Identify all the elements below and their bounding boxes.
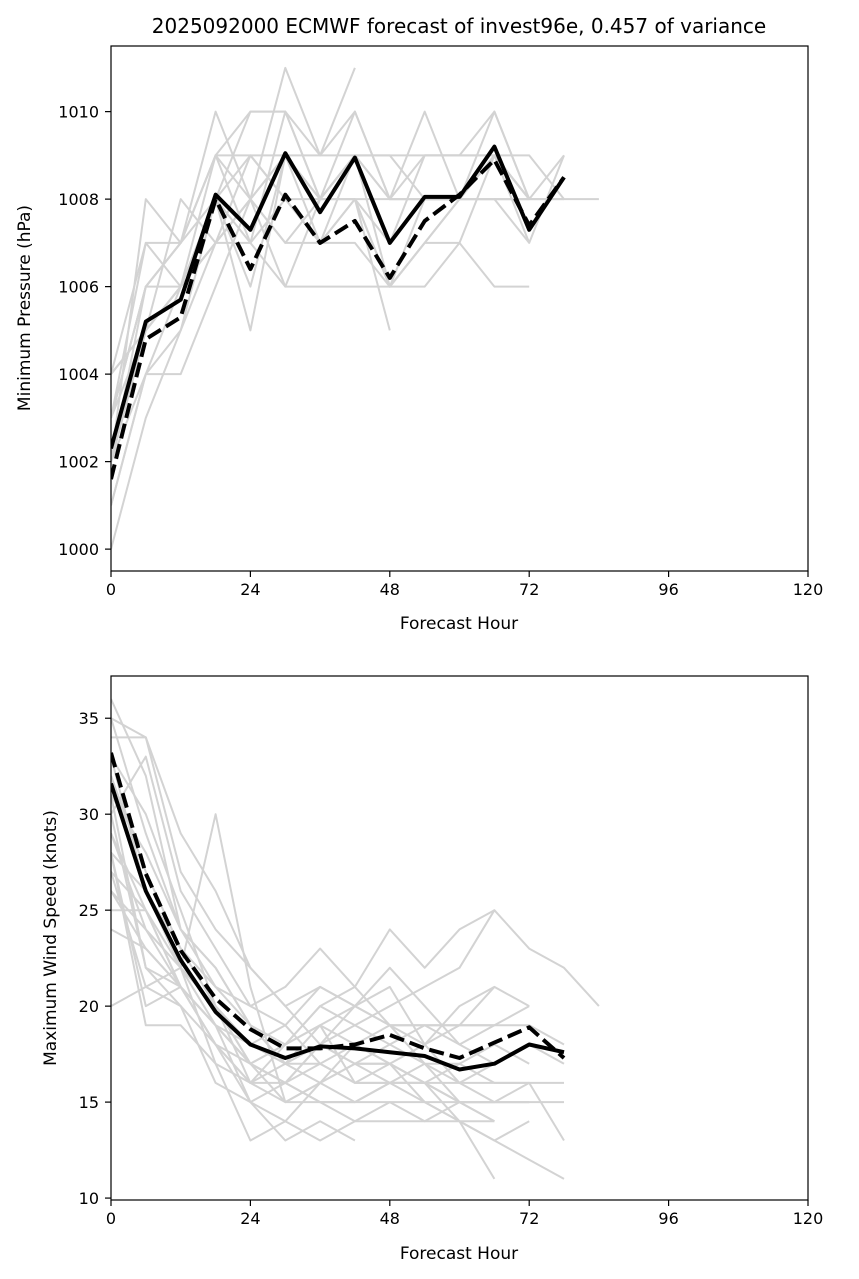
pressure-ensemble-member-line bbox=[111, 154, 530, 375]
wind-x-tick-label: 0 bbox=[106, 1209, 116, 1228]
wind-ensemble-member-line bbox=[111, 794, 495, 1084]
pressure-solid-mean-line bbox=[111, 144, 566, 450]
pressure-x-tick-label: 120 bbox=[793, 580, 824, 599]
wind-ensemble-member-line bbox=[111, 756, 530, 1046]
pressure-y-tick-label: 1006 bbox=[58, 278, 99, 297]
wind-y-axis-label: Maximum Wind Speed (knots) bbox=[41, 810, 61, 1066]
pressure-y-axis-label: Minimum Pressure (hPa) bbox=[15, 205, 35, 411]
wind-ensemble-member-line bbox=[111, 717, 565, 1065]
wind-x-axis-label: Forecast Hour bbox=[400, 1244, 518, 1264]
pressure-y-tick-label: 1004 bbox=[58, 365, 99, 384]
pressure-y-tick-label: 1008 bbox=[58, 190, 99, 209]
pressure-series-layer bbox=[111, 66, 599, 550]
pressure-axes-frame bbox=[110, 45, 809, 572]
wind-y-tick-label: 20 bbox=[79, 997, 99, 1016]
wind-ensemble-member-line bbox=[111, 890, 564, 1084]
pressure-ticks-layer: 0 24 48 72 96 120 1000 1002 1004 1006 1008 1010 bbox=[58, 103, 823, 599]
wind-y-tick-label: 35 bbox=[79, 709, 99, 728]
wind-series-layer bbox=[111, 698, 600, 1180]
wind-ticks-layer: 0 24 48 72 96 120 10 15 20 25 30 35 bbox=[79, 709, 824, 1228]
wind-x-tick-label: 72 bbox=[519, 1209, 539, 1228]
wind-x-tick-label: 96 bbox=[658, 1209, 678, 1228]
pressure-x-axis-label: Forecast Hour bbox=[400, 614, 518, 634]
pressure-dashed-line bbox=[111, 157, 566, 480]
pressure-x-tick-label: 0 bbox=[106, 580, 116, 599]
pressure-ensemble-member-line bbox=[111, 154, 391, 419]
wind-y-tick-label: 25 bbox=[79, 901, 99, 920]
wind-y-tick-label: 10 bbox=[79, 1189, 99, 1208]
chart-title: 2025092000 ECMWF forecast of invest96e, … bbox=[152, 14, 766, 38]
pressure-y-tick-label: 1010 bbox=[58, 103, 99, 122]
wind-x-tick-label: 24 bbox=[240, 1209, 260, 1228]
pressure-x-tick-label: 72 bbox=[519, 580, 539, 599]
wind-panel: 0 24 48 72 96 120 10 15 20 25 30 35 Forecast Hour M… bbox=[41, 675, 824, 1264]
pressure-x-tick-label: 96 bbox=[658, 580, 678, 599]
pressure-y-tick-label: 1000 bbox=[58, 540, 99, 559]
pressure-panel: 2025092000 ECMWF forecast of invest96e, … bbox=[15, 14, 823, 634]
pressure-x-tick-label: 24 bbox=[240, 580, 260, 599]
wind-y-tick-label: 30 bbox=[79, 805, 99, 824]
wind-dashed-line bbox=[111, 752, 566, 1060]
wind-x-tick-label: 48 bbox=[380, 1209, 400, 1228]
wind-axes-frame bbox=[110, 675, 809, 1201]
wind-y-tick-label: 15 bbox=[79, 1093, 99, 1112]
wind-x-tick-label: 120 bbox=[793, 1209, 824, 1228]
pressure-x-tick-label: 48 bbox=[380, 580, 400, 599]
pressure-y-tick-label: 1002 bbox=[58, 453, 99, 472]
